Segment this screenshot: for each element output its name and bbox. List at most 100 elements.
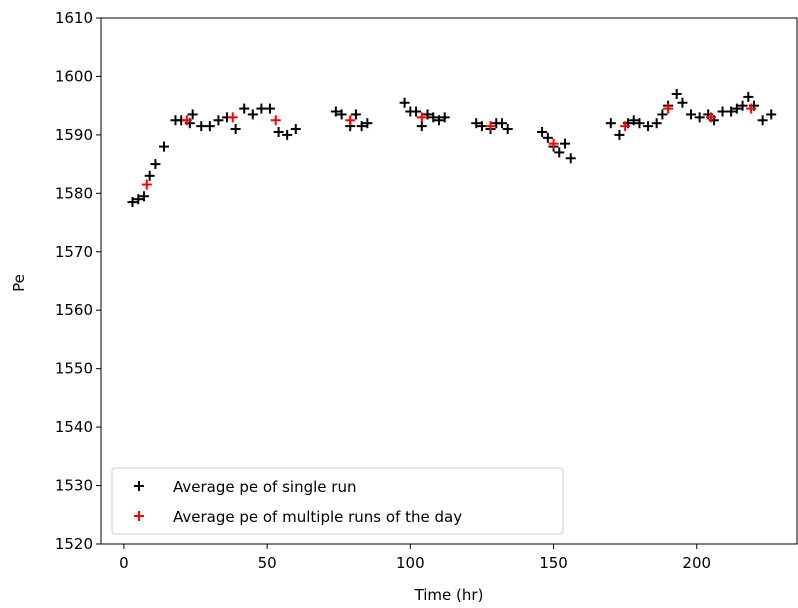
data-point (757, 115, 768, 126)
data-point (737, 100, 748, 111)
data-point (247, 109, 258, 120)
data-point (133, 194, 144, 205)
legend-box (111, 467, 564, 535)
data-point (560, 138, 570, 149)
data-point (227, 112, 238, 123)
plot-area (101, 18, 797, 544)
y-axis: 1520 1530 1540 1550 1560 1570 1580 1590 1600 1610 (55, 9, 101, 553)
data-point (726, 106, 737, 117)
y-tick-label: 1520 (55, 535, 93, 553)
data-point (565, 153, 576, 164)
data-point (230, 124, 241, 135)
data-point (628, 115, 639, 126)
legend-marker-plus (134, 511, 144, 521)
data-point (706, 112, 717, 123)
plot-frame (100, 17, 798, 545)
data-point (677, 97, 688, 108)
data-point (651, 118, 662, 129)
legend-marker-single-run (134, 481, 144, 491)
data-point (150, 159, 161, 170)
data-point (471, 118, 482, 129)
data-point (554, 147, 565, 158)
data-point (657, 109, 668, 120)
x-tick-label: 200 (682, 554, 711, 572)
y-tick-label: 1580 (55, 184, 93, 202)
data-point (433, 115, 444, 126)
data-point (264, 103, 275, 114)
data-point (663, 103, 674, 114)
data-point (399, 97, 410, 108)
data-point (766, 109, 777, 120)
y-tick-label: 1610 (55, 9, 93, 27)
data-point (330, 106, 341, 117)
data-point (356, 121, 367, 132)
y-tick-label: 1530 (55, 477, 93, 495)
data-point (614, 129, 625, 140)
data-point (671, 88, 682, 99)
data-point (138, 191, 149, 202)
data-point (270, 115, 281, 126)
x-tick-label: 0 (119, 554, 129, 572)
data-point (290, 124, 301, 135)
data-point (411, 106, 422, 117)
y-tick-label: 1560 (55, 301, 93, 319)
data-point (743, 91, 754, 102)
legend: Average pe of single run Average pe of m… (111, 467, 564, 535)
data-point (634, 118, 645, 129)
y-axis-label: Pe (10, 274, 28, 292)
data-point (485, 121, 496, 132)
data-point (345, 115, 356, 126)
y-tick-label: 1550 (55, 360, 93, 378)
data-point (694, 112, 705, 123)
data-point (159, 141, 170, 152)
y-tick-label: 1540 (55, 418, 93, 436)
data-point (620, 121, 631, 132)
legend-marker-plus (134, 481, 144, 491)
data-point (605, 118, 616, 129)
data-point (416, 112, 427, 123)
data-point (239, 103, 250, 114)
data-point (144, 170, 155, 181)
data-point (717, 106, 728, 117)
data-point (731, 103, 742, 114)
data-point (362, 118, 373, 129)
x-tick-label: 50 (258, 554, 277, 572)
data-point (422, 109, 433, 120)
data-point (537, 126, 548, 137)
x-tick-label: 100 (396, 554, 425, 572)
x-tick-label: 150 (539, 554, 568, 572)
legend-label-single-run: Average pe of single run (173, 478, 356, 496)
data-point (686, 109, 697, 120)
y-tick-label: 1590 (55, 126, 93, 144)
legend-marker-multiple-runs (134, 511, 144, 521)
data-point (502, 124, 513, 135)
data-point (256, 103, 267, 114)
data-point (141, 179, 152, 190)
series-multiple-runs (141, 103, 757, 190)
data-point (127, 197, 138, 208)
data-point (496, 118, 507, 129)
legend-label-multiple-runs: Average pe of multiple runs of the day (173, 508, 462, 526)
data-point (439, 112, 450, 123)
data-point (548, 138, 559, 149)
data-point (282, 129, 293, 140)
data-point (213, 115, 224, 126)
data-point (542, 132, 553, 143)
y-tick-label: 1570 (55, 243, 93, 261)
y-tick-label: 1600 (55, 67, 93, 85)
data-point (643, 121, 654, 132)
data-point (428, 112, 439, 123)
data-point (350, 109, 361, 120)
data-point (181, 115, 192, 126)
data-point (476, 121, 487, 132)
points-layer (127, 88, 777, 208)
data-point (204, 121, 215, 132)
data-point (187, 109, 198, 120)
data-point (273, 126, 284, 137)
data-point (746, 103, 757, 114)
x-axis-label: Time (hr) (414, 586, 484, 604)
data-point (196, 121, 207, 132)
x-axis: 0 50 100 150 200 (119, 544, 711, 572)
data-point (336, 109, 347, 120)
